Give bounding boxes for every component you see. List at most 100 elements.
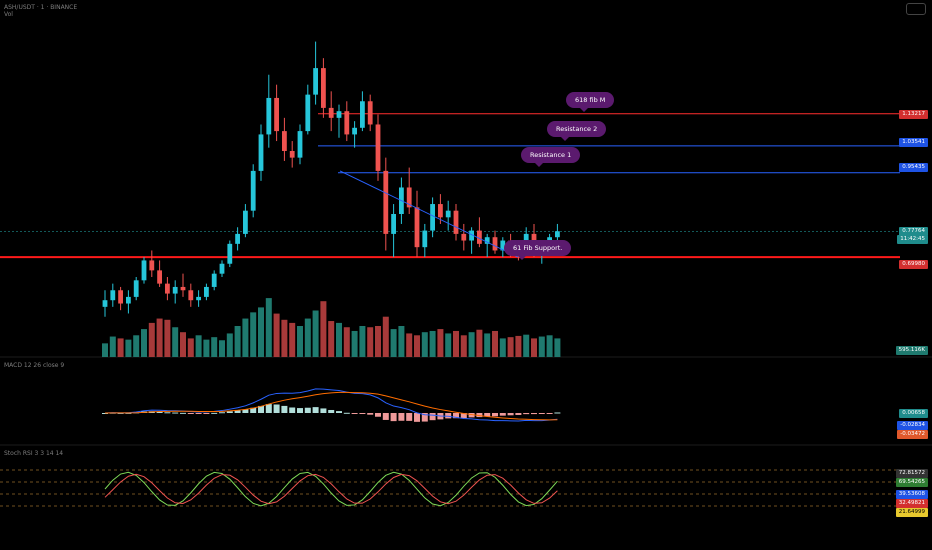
macd-hist-bar: [156, 411, 163, 413]
macd-hist-tag: 0.00658: [899, 409, 928, 418]
stoch-tag-b: 69.54265: [895, 478, 928, 487]
macd-hist-bar: [367, 413, 374, 415]
macd-line-tag: -0.02834: [897, 421, 928, 430]
volume-bar: [523, 334, 530, 357]
macd-hist-bar: [234, 410, 241, 413]
candle: [492, 237, 498, 251]
volume-bar: [468, 332, 475, 357]
candle: [274, 97, 279, 132]
price-tag-support: 0.69980: [899, 260, 928, 269]
candle: [102, 300, 108, 307]
volume-bar: [297, 326, 303, 357]
macd-hist-bar: [445, 413, 452, 419]
macd-hist-bar: [468, 413, 475, 418]
macd-hist-bar: [538, 413, 545, 414]
volume-bar: [484, 333, 491, 357]
stoch-k-line: [104, 471, 558, 507]
volume-bar: [172, 327, 179, 357]
candle: [321, 68, 326, 108]
stoch-tag-a: 72.81572: [895, 469, 928, 478]
annotation-resistance-1[interactable]: Resistance 1: [521, 147, 581, 167]
annotation-fib-support[interactable]: 61 Fib Support.: [504, 240, 572, 260]
macd-hist-bar: [515, 413, 522, 415]
macd-hist-bar: [312, 407, 319, 413]
volume-bar: [328, 321, 335, 357]
volume-bar: [273, 313, 280, 357]
volume-bar: [460, 335, 467, 357]
volume-bar: [499, 338, 506, 357]
candle: [328, 107, 334, 118]
macd-hist-bar: [289, 407, 296, 413]
candle: [461, 233, 467, 241]
annotation-fib-618[interactable]: 618 fib M: [566, 92, 615, 112]
macd-hist-bar: [492, 413, 498, 417]
candle: [204, 286, 209, 297]
macd-hist-bar: [226, 411, 233, 413]
price-tag-fib: 1.13217: [899, 110, 928, 119]
volume-bar: [156, 318, 163, 357]
candle: [180, 286, 186, 291]
chart-settings-button[interactable]: [906, 3, 926, 15]
volume-bar: [343, 327, 350, 357]
macd-hist-bar: [117, 412, 124, 414]
macd-hist-bar: [476, 413, 483, 418]
macd-hist-bar: [180, 412, 186, 414]
volume-bar: [281, 319, 288, 357]
candle: [141, 260, 147, 281]
candle: [383, 170, 389, 234]
macd-hist-bar: [414, 413, 420, 422]
symbol-label: ASH/USDT · 1 · BINANCE: [4, 4, 78, 11]
candle: [500, 240, 506, 251]
macd-hist-bar: [406, 413, 413, 421]
candle: [165, 283, 170, 294]
macd-hist-bar: [304, 407, 311, 413]
macd-hist-bar: [258, 405, 264, 413]
volume-bar: [437, 329, 444, 357]
volume-bar: [351, 330, 358, 357]
candle: [336, 111, 342, 118]
macd-hist-bar: [343, 412, 350, 414]
macd-hist-bar: [242, 409, 249, 413]
candle: [453, 210, 459, 234]
candle: [227, 243, 233, 264]
macd-hist-bar: [102, 413, 108, 414]
macd-hist-bar: [219, 412, 225, 414]
candle: [469, 230, 474, 241]
volume-indicator-label: Vol: [4, 11, 13, 18]
macd-hist-bar: [211, 412, 218, 414]
candle: [430, 204, 435, 231]
macd-hist-bar: [429, 413, 436, 421]
candle: [126, 296, 131, 304]
volume-bar: [258, 307, 264, 357]
volume-bar: [226, 333, 233, 357]
candle: [313, 68, 318, 95]
macd-hist-bar: [359, 413, 366, 414]
volume-bar: [250, 312, 257, 357]
annotation-resistance-2[interactable]: Resistance 2: [547, 121, 607, 141]
macd-hist-bar: [531, 413, 537, 415]
macd-hist-bar: [172, 412, 179, 414]
candle: [414, 207, 420, 248]
volume-bar: [164, 319, 171, 357]
volume-bar: [219, 340, 225, 357]
macd-hist-bar: [195, 413, 202, 414]
macd-hist-bar: [507, 413, 514, 416]
volume-bar: [531, 338, 537, 357]
macd-hist-bar: [203, 413, 210, 414]
volume-bar: [320, 301, 327, 357]
candle: [344, 111, 350, 135]
volume-bar: [382, 316, 389, 357]
macd-hist-bar: [250, 407, 257, 413]
candle: [219, 263, 225, 274]
volume-bar: [445, 333, 452, 357]
macd-hist-bar: [460, 413, 467, 419]
candle: [110, 290, 116, 301]
volume-bar: [336, 322, 342, 357]
macd-hist-bar: [390, 413, 397, 422]
candle: [118, 290, 123, 304]
macd-hist-bar: [328, 409, 335, 413]
candle: [367, 101, 373, 125]
candle: [438, 204, 443, 218]
volume-bar: [406, 333, 413, 357]
